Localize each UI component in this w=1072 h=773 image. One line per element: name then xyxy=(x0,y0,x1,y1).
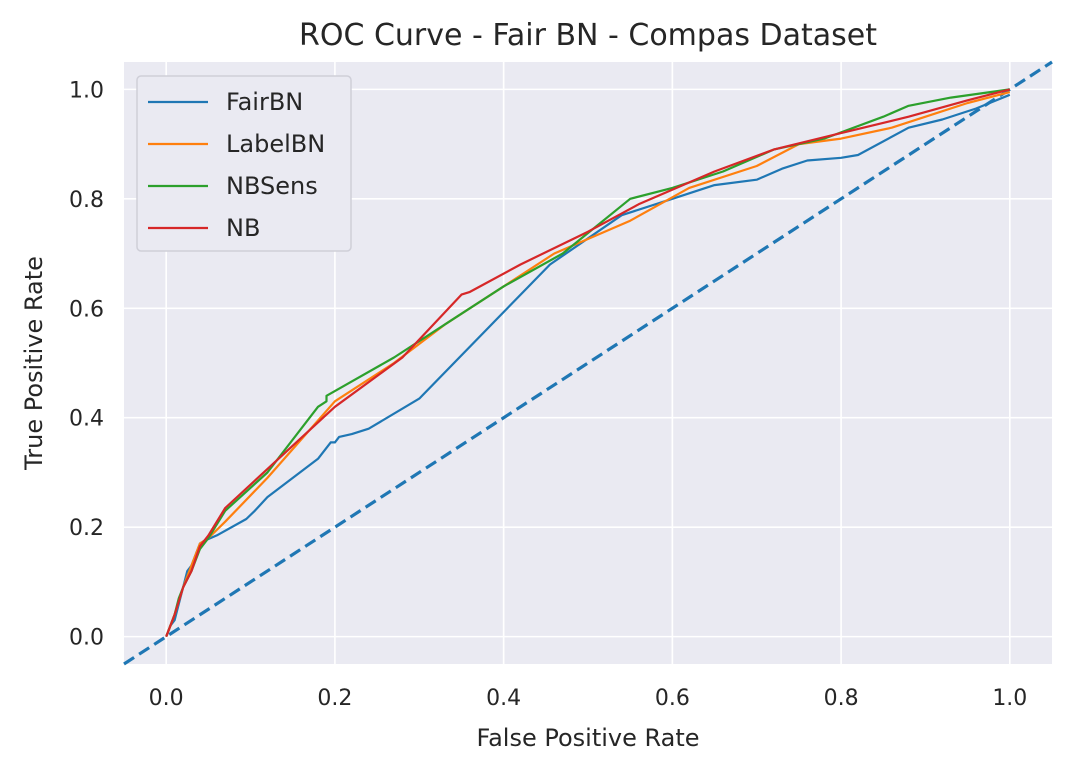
reference-diagonal xyxy=(123,60,1053,666)
series-line-nb xyxy=(165,88,1011,637)
chart-title: ROC Curve - Fair BN - Compas Dataset xyxy=(299,18,877,53)
legend-label-nbsens: NBSens xyxy=(226,172,318,200)
x-tick-label: 1.0 xyxy=(992,686,1027,711)
legend-label-labelbn: LabelBN xyxy=(226,130,325,158)
x-tick-label: 0.2 xyxy=(317,686,352,711)
x-tick-label: 0.0 xyxy=(149,686,184,711)
y-tick-label: 0.8 xyxy=(69,188,104,213)
legend-box xyxy=(136,75,352,252)
legend-label-nb: NB xyxy=(226,214,260,242)
series-layer xyxy=(165,88,1011,637)
x-axis-label: False Positive Rate xyxy=(476,724,699,752)
y-tick-label: 0.4 xyxy=(69,407,104,432)
x-tick-label: 0.4 xyxy=(486,686,521,711)
y-tick-label: 0.0 xyxy=(69,626,104,651)
y-tick-label: 0.2 xyxy=(69,516,104,541)
y-tick-labels: 0.0 0.2 0.4 0.6 0.8 1.0 xyxy=(69,78,104,650)
y-tick-label: 0.6 xyxy=(69,297,104,322)
x-tick-labels: 0.0 0.2 0.4 0.6 0.8 1.0 xyxy=(149,686,1028,711)
legend: FairBN LabelBN NBSens NB xyxy=(136,75,352,252)
x-tick-label: 0.6 xyxy=(655,686,690,711)
y-axis-label: True Positive Rate xyxy=(20,256,48,471)
x-tick-label: 0.8 xyxy=(824,686,859,711)
y-tick-label: 1.0 xyxy=(69,78,104,103)
reference-diagonal-line xyxy=(123,60,1053,666)
legend-label-fairbn: FairBN xyxy=(226,88,303,116)
grid xyxy=(124,62,1052,664)
